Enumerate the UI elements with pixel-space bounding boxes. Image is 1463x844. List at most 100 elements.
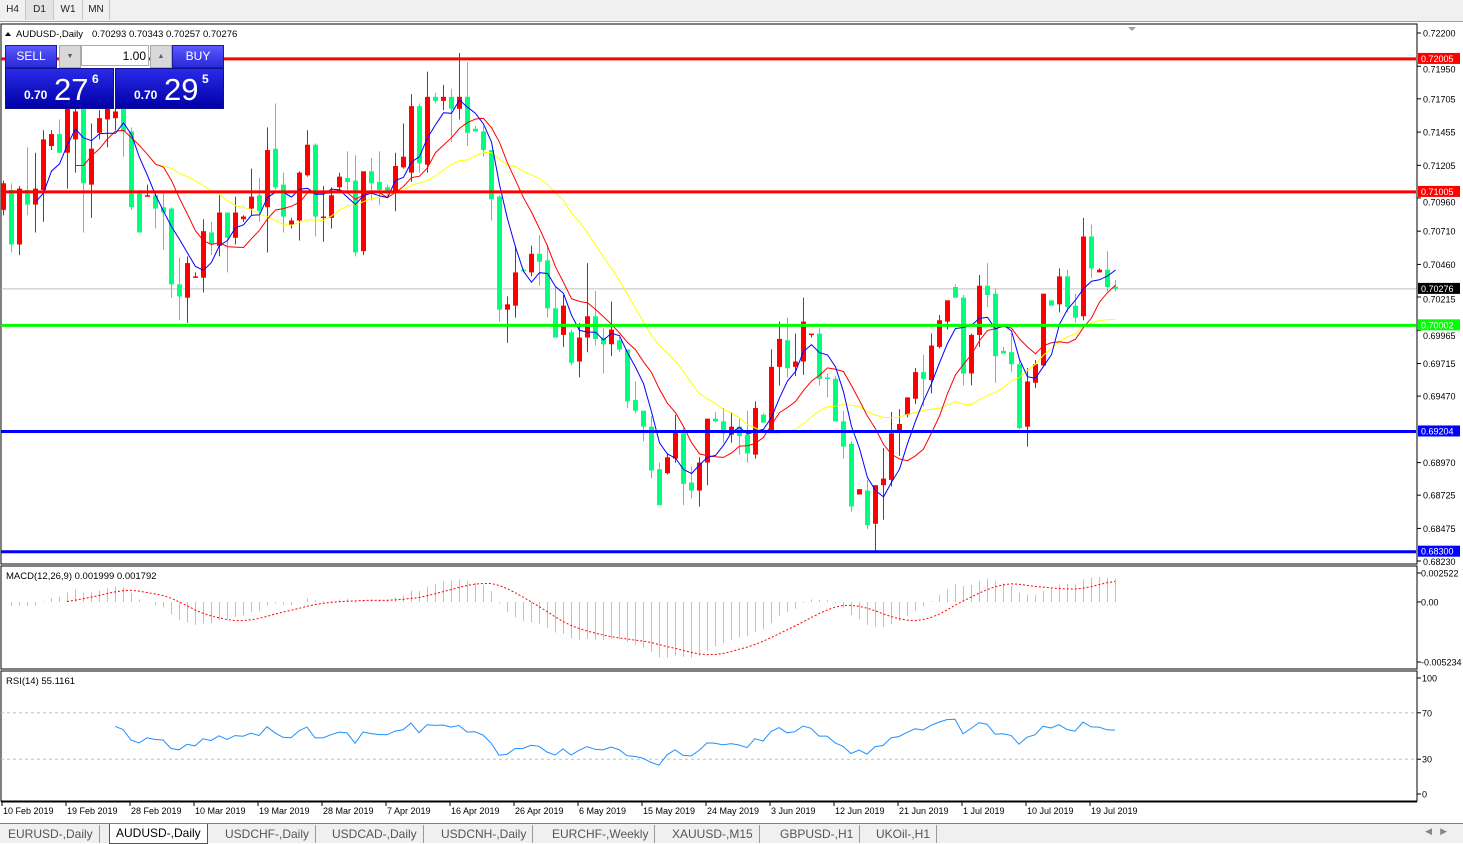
time-axis-label: 3 Jun 2019 bbox=[771, 806, 816, 816]
price-axis-label: 0.68970 bbox=[1423, 458, 1456, 468]
level-price-label: 0.69204 bbox=[1421, 426, 1454, 436]
candle-bullish bbox=[305, 144, 310, 176]
candle-bearish bbox=[553, 308, 558, 338]
timeframe-mn-button[interactable]: MN bbox=[83, 0, 110, 20]
time-axis-label: 7 Apr 2019 bbox=[387, 806, 431, 816]
candle-bearish bbox=[761, 414, 766, 423]
rsi-axis-label: 30 bbox=[1422, 755, 1432, 765]
scroll-left-icon[interactable]: ◀ bbox=[1425, 826, 1441, 836]
candle-bullish bbox=[977, 285, 982, 335]
candle-bearish bbox=[465, 96, 470, 133]
ma-mid-line bbox=[75, 117, 1116, 462]
candle-bearish bbox=[497, 196, 502, 310]
timeframe-toolbar: H4 D1 W1 MN bbox=[0, 0, 1463, 22]
candle-bearish bbox=[169, 208, 174, 285]
candle-bearish bbox=[281, 184, 286, 217]
level-price-label: 0.72005 bbox=[1421, 54, 1454, 64]
candle-bullish bbox=[49, 134, 54, 147]
price-axis-label: 0.71950 bbox=[1423, 64, 1456, 74]
candle-bullish bbox=[1097, 269, 1102, 273]
rsi-axis-label: 0 bbox=[1422, 790, 1427, 800]
candle-bullish bbox=[929, 345, 934, 381]
tab-usdchf-daily[interactable]: USDCHF-,Daily bbox=[219, 825, 316, 843]
candle-bullish bbox=[769, 366, 774, 431]
candle-bearish bbox=[129, 131, 134, 208]
candle-bearish bbox=[121, 107, 126, 132]
tab-xauusd-m15[interactable]: XAUUSD-,M15 bbox=[666, 825, 760, 843]
candle-bearish bbox=[273, 148, 278, 188]
buy-button[interactable]: BUY bbox=[172, 45, 224, 68]
candle-bullish bbox=[1041, 293, 1046, 366]
macd-pane[interactable] bbox=[0, 565, 1418, 670]
rsi-line bbox=[114, 718, 1116, 766]
candle-bullish bbox=[393, 165, 398, 193]
price-axis-label: 0.71455 bbox=[1423, 128, 1456, 138]
scroll-right-icon[interactable]: ▶ bbox=[1440, 826, 1455, 836]
sell-price-button[interactable]: 0.70 27 6 bbox=[5, 68, 114, 109]
candle-bearish bbox=[1017, 364, 1022, 429]
tab-usdcad-daily[interactable]: USDCAD-,Daily bbox=[326, 825, 424, 843]
time-axis-label: 21 Jun 2019 bbox=[899, 806, 949, 816]
candle-bullish bbox=[529, 253, 534, 273]
candle-bullish bbox=[577, 337, 582, 362]
time-axis-label: 10 Mar 2019 bbox=[195, 806, 246, 816]
tab-eurchf-weekly[interactable]: EURCHF-,Weekly bbox=[546, 825, 656, 843]
lot-size-input[interactable]: 1.00 bbox=[81, 45, 149, 66]
candle-bearish bbox=[353, 180, 358, 253]
candle-bearish bbox=[345, 177, 350, 182]
time-axis-label: 16 Apr 2019 bbox=[451, 806, 500, 816]
chart-shift-marker-icon[interactable] bbox=[1128, 27, 1136, 31]
candle-bearish bbox=[785, 340, 790, 369]
main-pane[interactable] bbox=[0, 23, 1418, 565]
tab-eurusd-daily[interactable]: EURUSD-,Daily bbox=[2, 825, 100, 843]
candle-bullish bbox=[409, 106, 414, 173]
candle-bearish bbox=[369, 171, 374, 184]
buy-price-button[interactable]: 0.70 29 5 bbox=[115, 68, 224, 109]
time-axis-label: 6 May 2019 bbox=[579, 806, 626, 816]
level-price-tag bbox=[1418, 52, 1460, 64]
timeframe-d1-button[interactable]: D1 bbox=[26, 0, 54, 20]
sell-price-fraction: 6 bbox=[92, 72, 99, 86]
sell-button[interactable]: SELL bbox=[5, 45, 57, 68]
tab-scroll-arrows[interactable]: ◀▶ bbox=[1425, 826, 1455, 837]
candle-bearish bbox=[1073, 305, 1078, 318]
chart-tabs-bar: EURUSD-,Daily AUDUSD-,Daily USDCHF-,Dail… bbox=[0, 823, 1463, 844]
candle-bullish bbox=[105, 104, 110, 120]
candle-bullish bbox=[113, 111, 118, 119]
candle-bearish bbox=[433, 96, 438, 101]
candle-bearish bbox=[865, 490, 870, 526]
price-series bbox=[1, 52, 1416, 554]
tab-gbpusd-h1[interactable]: GBPUSD-,H1 bbox=[774, 825, 861, 843]
candle-bearish bbox=[601, 337, 606, 345]
level-price-label: 0.70002 bbox=[1421, 320, 1454, 330]
candle-bearish bbox=[1105, 269, 1110, 288]
candle-bearish bbox=[1113, 286, 1118, 289]
rsi-series bbox=[1, 712, 1416, 766]
candle-bullish bbox=[457, 96, 462, 109]
collapse-triangle-icon[interactable] bbox=[5, 32, 11, 36]
tab-audusd-daily[interactable]: AUDUSD-,Daily bbox=[109, 824, 208, 844]
time-axis-label: 12 Jun 2019 bbox=[835, 806, 885, 816]
rsi-pane[interactable] bbox=[0, 670, 1418, 802]
lot-increase-button[interactable]: ▲ bbox=[150, 45, 172, 68]
price-axis-label: 0.70215 bbox=[1423, 294, 1456, 304]
candle-bullish bbox=[425, 96, 430, 165]
lot-decrease-button[interactable]: ▼ bbox=[59, 45, 81, 68]
timeframe-h4-button[interactable]: H4 bbox=[0, 0, 26, 20]
macd-signal-line bbox=[66, 580, 1116, 656]
candle-bullish bbox=[249, 196, 254, 209]
tab-ukoil-h1[interactable]: UKOil-,H1 bbox=[870, 825, 938, 843]
candle-bullish bbox=[697, 462, 702, 491]
candle-bullish bbox=[361, 171, 366, 252]
buy-price-pips: 29 bbox=[164, 72, 199, 107]
rsi-label: RSI(14) 55.1161 bbox=[6, 676, 75, 687]
time-axis-label: 15 May 2019 bbox=[643, 806, 695, 816]
candle-bullish bbox=[329, 195, 334, 218]
candle-bearish bbox=[817, 333, 822, 379]
timeframe-w1-button[interactable]: W1 bbox=[54, 0, 83, 20]
candle-bearish bbox=[649, 426, 654, 471]
price-axis-label: 0.70710 bbox=[1423, 227, 1456, 237]
tab-usdcnh-daily[interactable]: USDCNH-,Daily bbox=[435, 825, 534, 843]
candle-bullish bbox=[905, 397, 910, 415]
